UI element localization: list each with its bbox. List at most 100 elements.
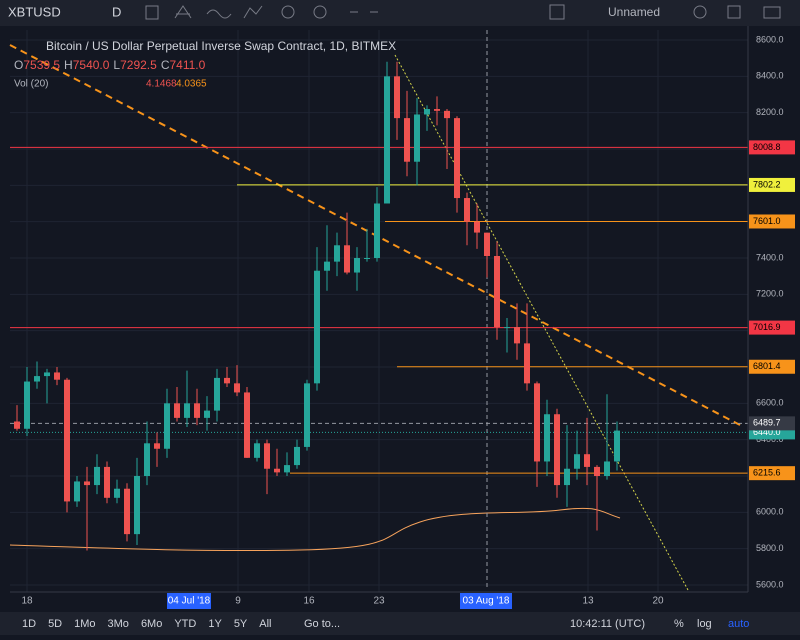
candle-body [294, 446, 300, 466]
close: 7411.0 [169, 58, 205, 72]
candle-body [494, 256, 500, 328]
candle-body [614, 430, 620, 462]
l: L [113, 58, 120, 72]
candle-body [264, 443, 270, 469]
candle-body [94, 466, 100, 486]
candle-body [334, 245, 340, 262]
candle-body [214, 377, 220, 411]
candle-body [424, 109, 430, 115]
candle-body [434, 109, 440, 111]
symbol[interactable]: XBTUSD [8, 4, 61, 19]
candle-body [154, 443, 160, 449]
candle-body [344, 245, 350, 273]
toolbar-icons[interactable] [145, 4, 781, 20]
range-button[interactable]: 5Y [234, 618, 248, 630]
y-tick-label: 5800.0 [756, 543, 784, 553]
candle-body [304, 383, 310, 447]
candle-body [394, 76, 400, 119]
open: 7539.5 [23, 58, 60, 72]
goto[interactable]: Go to... [304, 618, 340, 630]
toolbar [0, 0, 800, 26]
candle-body [374, 203, 380, 258]
candle-body [84, 481, 90, 486]
low: 7292.5 [120, 58, 157, 72]
h: H [64, 58, 73, 72]
level-label: 7601.0 [753, 216, 781, 226]
vol-label: Vol (20) [14, 79, 48, 90]
interval[interactable]: D [112, 4, 121, 19]
x-highlight [460, 593, 512, 609]
candle-body [364, 258, 370, 259]
candle-body [14, 421, 20, 429]
candle-body [254, 443, 260, 458]
candle-body [44, 372, 50, 377]
range-button[interactable]: 1D [22, 618, 36, 630]
candle-body [544, 414, 550, 462]
candle-body [584, 454, 590, 467]
range-button[interactable]: YTD [174, 618, 196, 630]
candle-body [54, 372, 60, 380]
candle-body [194, 403, 200, 418]
level-tag [749, 140, 795, 155]
y-tick-label: 8400.0 [756, 71, 784, 81]
crosshair-tag [749, 416, 795, 431]
candle-body [604, 461, 610, 476]
candle-body [524, 343, 530, 384]
candle-body [24, 381, 30, 429]
layout-name[interactable]: Unnamed [608, 5, 660, 19]
candle-body [284, 465, 290, 473]
level-tag [749, 320, 795, 335]
candle-body [174, 403, 180, 418]
x-highlight-label: 04 Jul '18 [168, 596, 211, 607]
candle-body [164, 403, 170, 449]
candle-body [474, 221, 480, 233]
level-label: 7802.2 [753, 179, 781, 189]
candle-body [554, 414, 560, 486]
x-highlight-label: 03 Aug '18 [463, 596, 510, 607]
range-button[interactable]: 3Mo [108, 618, 129, 630]
candle-body [74, 481, 80, 502]
candle-body [464, 198, 470, 222]
x-tick-label: 18 [21, 596, 33, 607]
candle-body [234, 383, 240, 393]
candle-body [104, 466, 110, 498]
y-tick-label: 7200.0 [756, 289, 784, 299]
o: O [14, 58, 23, 72]
level-label: 6801.4 [753, 361, 781, 371]
level-tag [749, 214, 795, 229]
range-button[interactable]: 1Mo [74, 618, 95, 630]
range-button[interactable]: 5D [48, 618, 62, 630]
c: C [161, 58, 170, 72]
level-label: 6215.6 [753, 468, 781, 478]
price-axis [748, 26, 800, 592]
candle-body [594, 466, 600, 476]
level-tag [749, 359, 795, 374]
candle-body [484, 232, 490, 257]
x-tick-label: 13 [582, 596, 594, 607]
candle-body [504, 327, 510, 329]
range-button[interactable]: 1Y [208, 618, 222, 630]
percent-toggle[interactable]: % [674, 618, 684, 630]
level-label: 7016.9 [753, 322, 781, 332]
y-tick-label: 5600.0 [756, 579, 784, 589]
candle-body [324, 261, 330, 271]
auto-toggle[interactable]: auto [728, 618, 749, 630]
candle-body [184, 403, 190, 418]
range-button[interactable]: 6Mo [141, 618, 162, 630]
high: 7540.0 [73, 58, 110, 72]
candle-body [124, 488, 130, 535]
range-button[interactable]: All [259, 618, 271, 630]
log-toggle[interactable]: log [697, 618, 712, 630]
candle-body [134, 476, 140, 535]
candle-body [514, 327, 520, 344]
candle-body [534, 383, 540, 462]
level-label: 8008.8 [753, 142, 781, 152]
candle-body [414, 114, 420, 162]
candle-body [114, 488, 120, 498]
candle-body [224, 377, 230, 384]
y-tick-label: 6000.0 [756, 507, 784, 517]
candle-body [64, 379, 70, 502]
x-tick-label: 20 [652, 596, 664, 607]
level-tag [749, 177, 795, 192]
